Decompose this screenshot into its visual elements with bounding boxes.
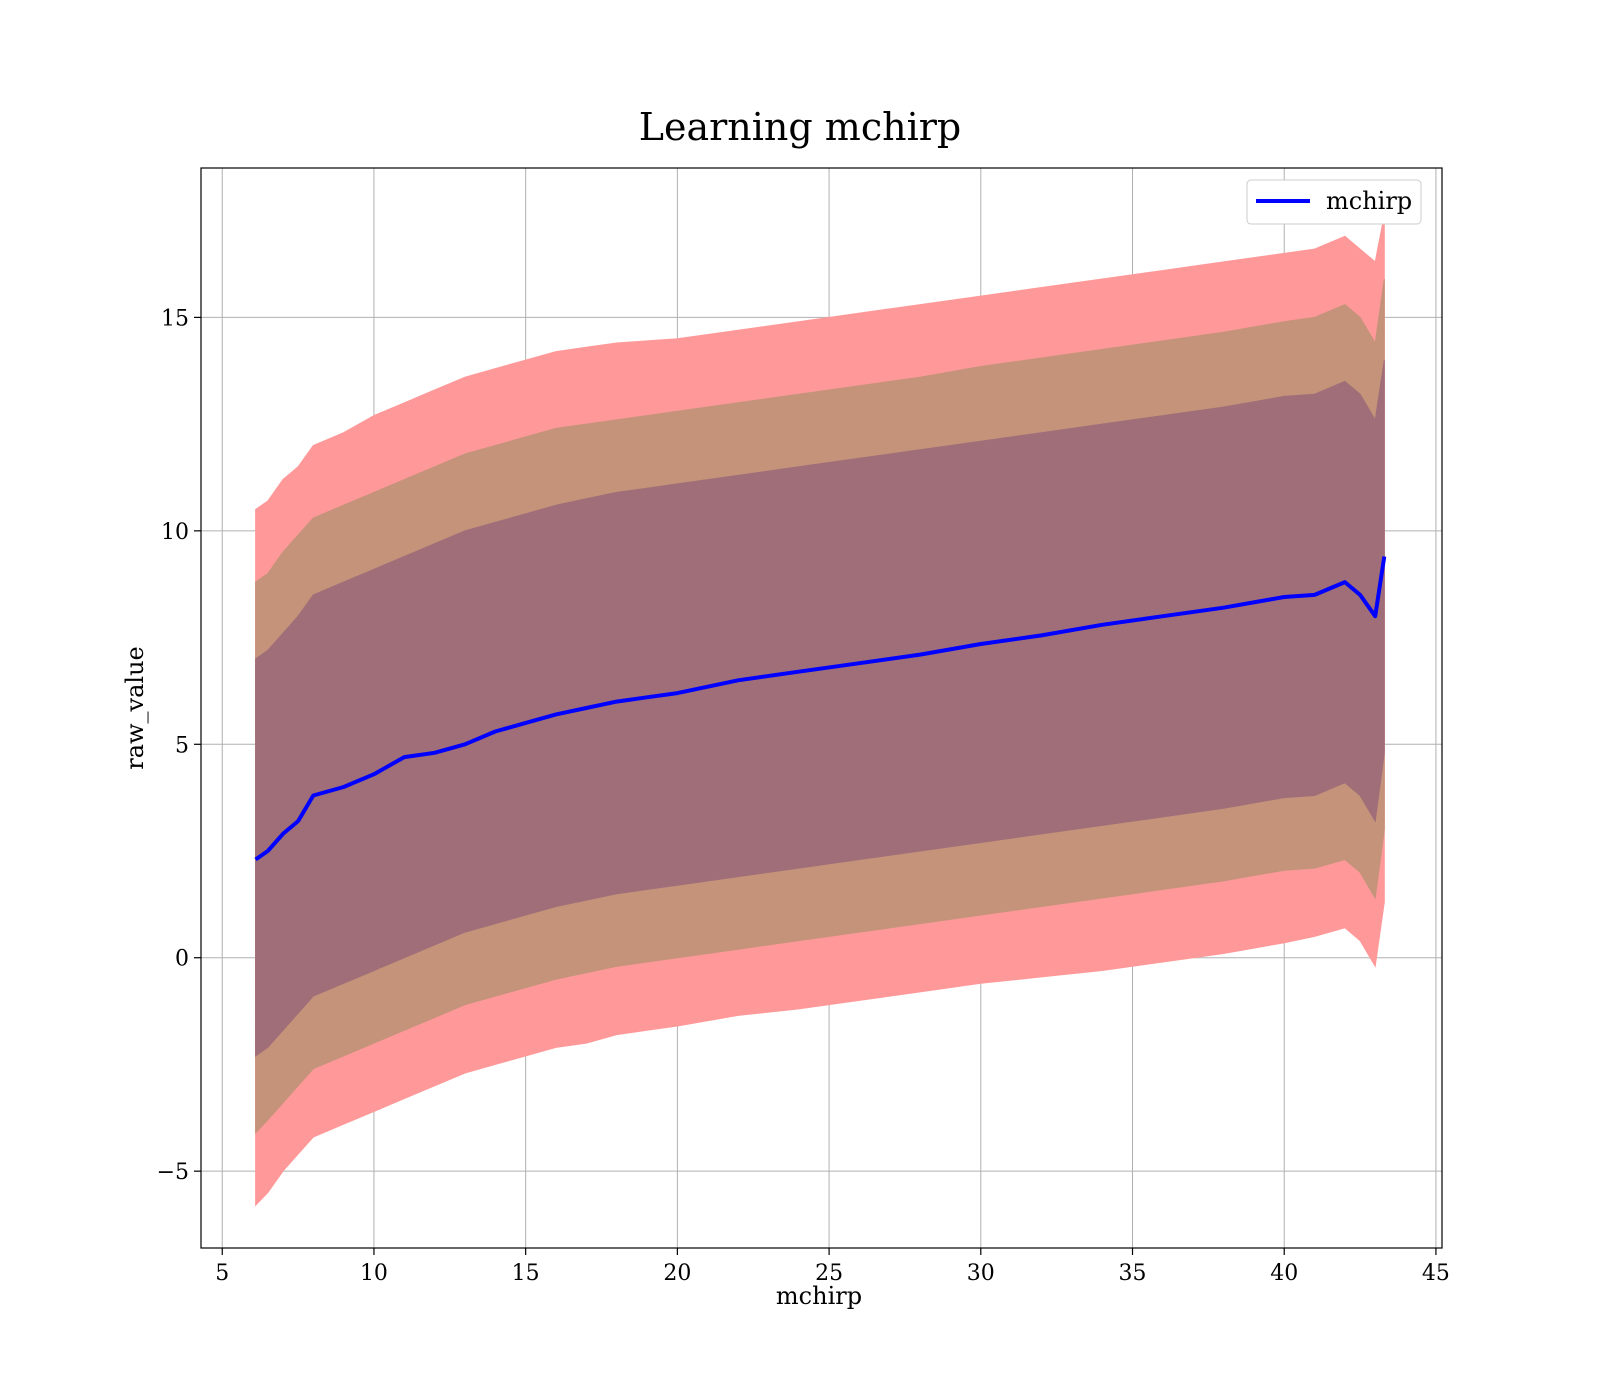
x-tick-label-5: 5: [215, 1261, 229, 1286]
x-tick-label-15: 15: [512, 1261, 540, 1286]
y-tick-label-0: −5: [157, 1160, 189, 1185]
x-tick-label-20: 20: [663, 1261, 691, 1286]
x-axis-label: mchirp: [776, 1282, 862, 1310]
band-inner-area: [255, 360, 1385, 1057]
x-tick-label-25: 25: [815, 1261, 843, 1286]
x-tick-label-35: 35: [1119, 1261, 1147, 1286]
y-tick-label-3: 10: [161, 520, 189, 545]
legend: mchirp: [1246, 179, 1422, 225]
chart-title: Learning mchirp: [639, 105, 961, 149]
y-tick-label-4: 15: [161, 306, 189, 331]
x-tick-label-30: 30: [967, 1261, 995, 1286]
plot-area: 5 10 15 20 25 30 35 40 45 −5 0 5 10 15: [157, 167, 1450, 1286]
y-tick-label-2: 5: [175, 733, 189, 758]
legend-box: [1246, 179, 1422, 225]
y-axis-label: raw_value: [121, 646, 149, 770]
x-tick-label-45: 45: [1422, 1261, 1450, 1286]
y-tick-label-1: 0: [175, 947, 189, 972]
x-tick-label-10: 10: [360, 1261, 388, 1286]
axes-frame: [200, 167, 1443, 1249]
x-tick-label-40: 40: [1270, 1261, 1298, 1286]
series-line-mchirp: [254, 556, 1387, 862]
legend-label-mchirp: mchirp: [1326, 187, 1412, 215]
